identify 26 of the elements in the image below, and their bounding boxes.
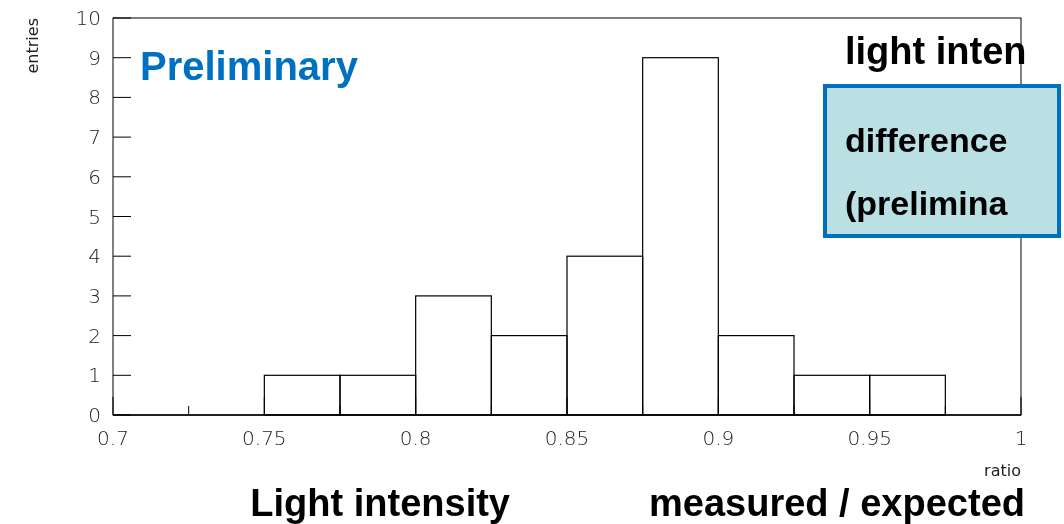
x-tick-label: 1: [1014, 426, 1028, 450]
y-tick-label: 1: [88, 363, 101, 388]
y-axis-title: entries: [23, 18, 42, 74]
x-tick-label: 0.85: [544, 426, 590, 450]
annotation: (prelimina: [845, 184, 1009, 222]
annotation: difference: [845, 121, 1008, 159]
y-tick-label: 2: [88, 323, 101, 348]
annotation: light inten: [845, 30, 1027, 72]
text: Light intensity: [250, 482, 510, 524]
x-tick-label: 0.75: [242, 426, 287, 450]
x-tick-label: 0.95: [847, 426, 892, 450]
y-tick-label: 8: [88, 85, 101, 110]
y-tick-label: 0: [88, 403, 101, 427]
y-tick-label: 3: [88, 283, 101, 308]
text: measured / expected: [649, 482, 1025, 524]
y-tick-label: 9: [88, 45, 101, 70]
y-tick-label: 7: [88, 125, 101, 150]
y-tick-label: 10: [75, 6, 101, 30]
y-tick-label: 5: [88, 204, 101, 229]
x-tick-label: 0.9: [702, 426, 735, 450]
x-tick-label: 0.8: [399, 426, 432, 450]
y-tick-label: 6: [88, 164, 101, 189]
x-axis-title: ratio: [984, 461, 1021, 480]
x-tick-label: 0.7: [97, 426, 129, 450]
y-tick-label: 4: [88, 244, 101, 269]
annotation: Preliminary: [140, 44, 359, 88]
